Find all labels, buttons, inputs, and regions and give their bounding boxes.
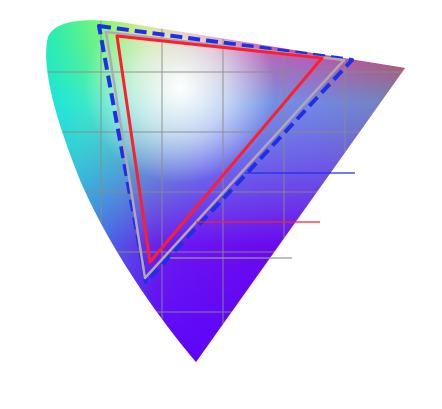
gamut-outer-triangle [97,24,354,284]
gamut-inner-triangle [104,30,346,280]
legend-lines [170,172,355,259]
gamut-triangles [97,24,354,284]
gamut-middle-triangle [115,34,324,264]
